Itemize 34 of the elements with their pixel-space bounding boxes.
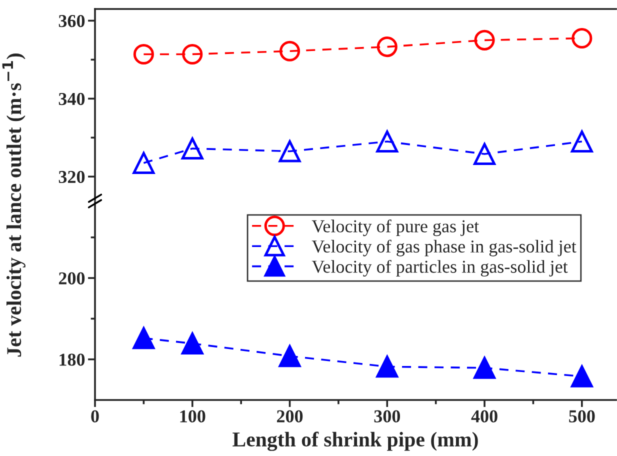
point [132,327,155,350]
y-axis-title: Jet velocity at lance outlet (m·s$^{−1}$) [2,54,26,357]
point [570,365,593,388]
x-tick-label: 200 [276,410,303,422]
point [570,130,593,153]
point [376,356,398,378]
x-tick-label: 300 [374,410,400,422]
point [474,143,496,165]
legend-label: Velocity of pure gas jet [312,220,479,236]
y-tick-label: 180 [60,354,85,366]
point [474,356,496,379]
y-tick-label: 200 [58,272,85,284]
point [376,130,398,153]
point [376,36,398,58]
y-tick-label: 360 [58,14,85,28]
legend-label: Velocity of particles in gas-solid jet [312,260,568,277]
point [132,152,155,174]
x-axis-title: Length of shrink pipe (mm) [232,432,478,451]
point [181,138,204,160]
x-tick-label: 400 [471,410,498,422]
point [279,40,300,62]
point [572,28,592,49]
y-tick-label: 340 [58,92,85,106]
point [182,44,203,64]
legend-label: Velocity of gas phase in gas-solid jet [312,240,576,256]
point [181,332,204,354]
point [278,345,301,368]
x-tick-label: 0 [91,410,99,422]
x-tick-label: 500 [569,410,595,422]
point [133,44,154,64]
point [474,30,495,50]
y-tick-label: 320 [58,170,85,184]
point [278,140,301,162]
x-tick-label: 100 [180,410,206,422]
